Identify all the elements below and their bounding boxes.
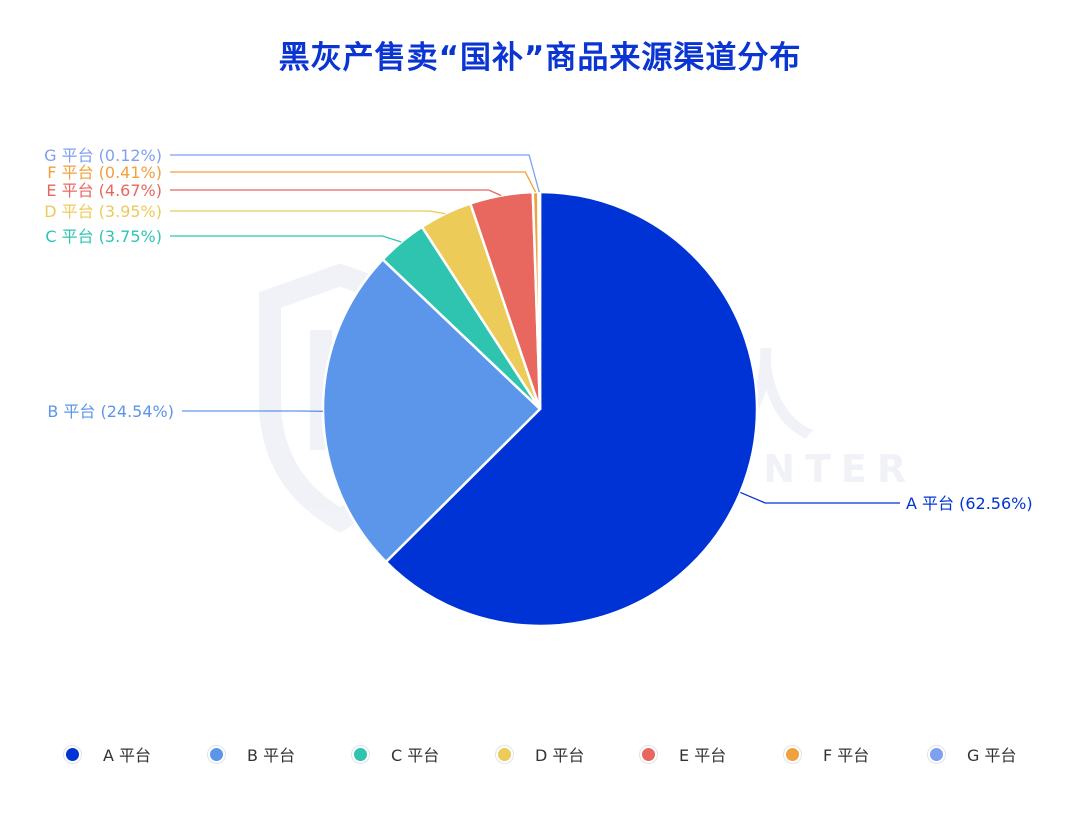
legend-swatch [640,745,657,763]
legend-label: C 平台 [391,746,440,765]
leader-line-e [170,189,502,197]
legend-item-d[interactable]: D 平台 [496,736,584,772]
leader-line-f [170,171,537,193]
legend-label: A 平台 [103,746,152,765]
leader-line-d [170,210,446,215]
legend-label: B 平台 [247,746,296,765]
legend-item-a[interactable]: A 平台 [64,736,151,772]
pie-slice-g [537,190,542,411]
data-label-d: D 平台 (3.95%) [44,202,162,221]
legend-item-g[interactable]: G 平台 [928,736,1017,772]
legend-swatch [496,745,513,763]
legend-item-b[interactable]: B 平台 [208,736,295,772]
data-label-c: C 平台 (3.75%) [45,227,162,246]
legend-swatch [928,745,945,763]
data-label-f: F 平台 (0.41%) [47,163,162,182]
chart-title: 黑灰产售卖“国补”商品来源渠道分布 [278,40,802,76]
legend-swatch [208,745,225,763]
leader-line-a [740,491,900,504]
data-label-g: G 平台 (0.12%) [44,146,162,165]
legend-label: G 平台 [967,746,1017,765]
legend-item-f[interactable]: F 平台 [784,736,869,772]
legend-swatch [784,745,801,763]
legend-swatch [352,745,369,763]
pie-slice-a [384,190,759,628]
leader-line-c [170,235,402,243]
data-label-b: B 平台 (24.54%) [47,402,174,421]
legend-swatch [64,745,81,763]
data-label-a: A 平台 (62.56%) [906,494,1033,513]
data-label-e: E 平台 (4.67%) [46,181,162,200]
legend-label: F 平台 [823,746,870,765]
legend: A 平台 B 平台 C 平台 D 平台 E 平台 F 平台 G 平台 [0,736,1080,772]
leader-line-g [170,154,540,193]
legend-item-c[interactable]: C 平台 [352,736,439,772]
legend-item-e[interactable]: E 平台 [640,736,726,772]
legend-label: E 平台 [679,746,727,765]
legend-label: D 平台 [535,746,585,765]
